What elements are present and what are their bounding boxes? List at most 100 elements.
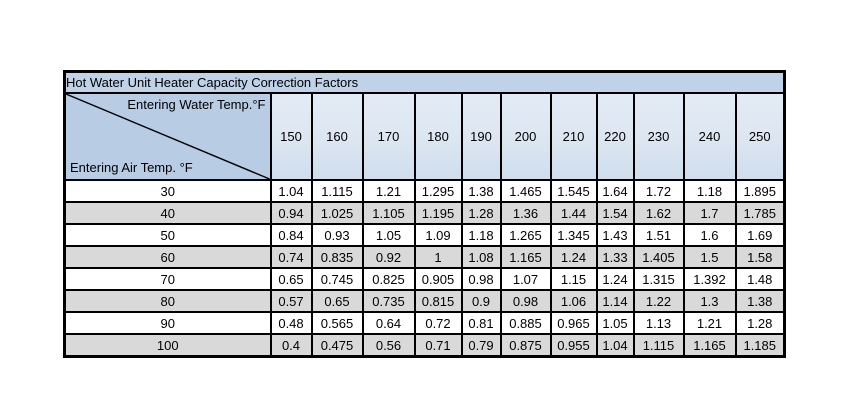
correction-factor-cell: 1.64 — [595, 179, 635, 203]
correction-factor-cell: 1.28 — [460, 201, 502, 225]
correction-factor-cell: 1.69 — [734, 223, 786, 247]
air-temp-label: 80 — [63, 289, 272, 313]
capacity-correction-table: Hot Water Unit Heater Capacity Correctio… — [63, 70, 786, 358]
air-temp-label: 70 — [63, 267, 272, 291]
correction-factor-cell: 1.48 — [734, 267, 786, 291]
correction-factor-cell: 0.93 — [310, 223, 364, 247]
correction-factor-cell: 0.4 — [269, 333, 313, 358]
corner-header-cell: Entering Water Temp.°F Entering Air Temp… — [63, 92, 272, 181]
correction-factor-cell: 0.94 — [269, 201, 313, 225]
entering-water-temp-label: Entering Water Temp.°F — [127, 97, 266, 112]
water-temp-header-160: 160 — [310, 92, 364, 181]
water-temp-header-180: 180 — [413, 92, 463, 181]
correction-factor-cell: 1.392 — [682, 267, 737, 291]
correction-factor-cell: 1.06 — [549, 289, 598, 313]
correction-factor-cell: 1.58 — [734, 245, 786, 269]
correction-factor-cell: 0.64 — [361, 311, 416, 335]
correction-factor-cell: 1.18 — [682, 179, 737, 203]
water-temp-header-240: 240 — [682, 92, 737, 181]
correction-factor-cell: 0.84 — [269, 223, 313, 247]
correction-factor-cell: 0.56 — [361, 333, 416, 358]
correction-factor-cell: 1.895 — [734, 179, 786, 203]
correction-factor-cell: 1.15 — [549, 267, 598, 291]
table-row-air-temp-30: 30 1.04 1.115 1.21 1.295 1.38 1.465 1.545 1.64 1.… — [63, 179, 786, 203]
correction-factor-cell: 1.3 — [682, 289, 737, 313]
correction-factor-cell: 0.835 — [310, 245, 364, 269]
water-temp-header-170: 170 — [361, 92, 416, 181]
correction-factor-cell: 1.545 — [549, 179, 598, 203]
correction-factor-cell: 1.44 — [549, 201, 598, 225]
correction-factor-cell: 0.965 — [549, 311, 598, 335]
correction-factor-cell: 1.24 — [549, 245, 598, 269]
table-row-air-temp-100: 100 0.4 0.475 0.56 0.71 0.79 0.875 0.955 1.04 1.1… — [63, 333, 786, 358]
correction-factor-cell: 0.815 — [413, 289, 463, 313]
correction-factor-cell: 0.735 — [361, 289, 416, 313]
correction-factor-cell: 1.51 — [632, 223, 685, 247]
table-row-air-temp-40: 40 0.94 1.025 1.105 1.195 1.28 1.36 1.44 1.54 1.6… — [63, 201, 786, 225]
correction-factor-cell: 0.72 — [413, 311, 463, 335]
correction-factor-cell: 1.265 — [499, 223, 552, 247]
air-temp-label: 90 — [63, 311, 272, 335]
correction-factor-cell: 1.18 — [460, 223, 502, 247]
correction-factor-cell: 1.04 — [269, 179, 313, 203]
correction-factor-cell: 1.54 — [595, 201, 635, 225]
table-row-air-temp-80: 80 0.57 0.65 0.735 0.815 0.9 0.98 1.06 1.14 1.22 1… — [63, 289, 786, 313]
correction-factor-cell: 0.48 — [269, 311, 313, 335]
correction-factor-cell: 1.165 — [682, 333, 737, 358]
correction-factor-cell: 1.165 — [499, 245, 552, 269]
correction-factor-cell: 1.115 — [632, 333, 685, 358]
correction-factor-cell: 0.745 — [310, 267, 364, 291]
correction-factor-cell: 0.79 — [460, 333, 502, 358]
table-row-air-temp-50: 50 0.84 0.93 1.05 1.09 1.18 1.265 1.345 1.43 1.51… — [63, 223, 786, 247]
correction-factor-cell: 1.315 — [632, 267, 685, 291]
water-temp-header-150: 150 — [269, 92, 313, 181]
correction-factor-cell: 1.04 — [595, 333, 635, 358]
correction-factor-cell: 1.465 — [499, 179, 552, 203]
correction-factor-cell: 0.875 — [499, 333, 552, 358]
correction-factor-cell: 1.72 — [632, 179, 685, 203]
correction-factor-cell: 1.7 — [682, 201, 737, 225]
correction-factor-cell: 1.33 — [595, 245, 635, 269]
correction-factor-cell: 0.71 — [413, 333, 463, 358]
correction-factor-cell: 1.62 — [632, 201, 685, 225]
correction-factor-cell: 1.43 — [595, 223, 635, 247]
air-temp-label: 50 — [63, 223, 272, 247]
correction-factor-cell: 1.405 — [632, 245, 685, 269]
table-row-air-temp-90: 90 0.48 0.565 0.64 0.72 0.81 0.885 0.965 1.05 1.1… — [63, 311, 786, 335]
correction-factor-cell: 1 — [413, 245, 463, 269]
header-row: Entering Water Temp.°F Entering Air Temp… — [63, 92, 786, 181]
correction-factor-cell: 1.21 — [682, 311, 737, 335]
correction-factor-cell: 1.36 — [499, 201, 552, 225]
water-temp-header-210: 210 — [549, 92, 598, 181]
correction-factor-cell: 0.905 — [413, 267, 463, 291]
correction-factor-cell: 0.57 — [269, 289, 313, 313]
correction-factor-cell: 0.825 — [361, 267, 416, 291]
table-row-air-temp-60: 60 0.74 0.835 0.92 1 1.08 1.165 1.24 1.33 1.405 1.… — [63, 245, 786, 269]
correction-factor-cell: 0.74 — [269, 245, 313, 269]
correction-factor-cell: 0.9 — [460, 289, 502, 313]
table-body: 30 1.04 1.115 1.21 1.295 1.38 1.465 1.545 1.64 1.… — [63, 179, 786, 358]
correction-factor-cell: 0.92 — [361, 245, 416, 269]
air-temp-label: 60 — [63, 245, 272, 269]
air-temp-label: 100 — [63, 333, 272, 358]
diagonal-divider-icon — [66, 94, 270, 179]
title-row: Hot Water Unit Heater Capacity Correctio… — [63, 70, 786, 94]
correction-factor-cell: 1.24 — [595, 267, 635, 291]
correction-factor-cell: 1.6 — [682, 223, 737, 247]
entering-air-temp-label: Entering Air Temp. °F — [70, 160, 193, 175]
correction-factor-cell: 0.565 — [310, 311, 364, 335]
correction-factor-cell: 0.885 — [499, 311, 552, 335]
correction-factor-cell: 1.38 — [460, 179, 502, 203]
correction-factor-cell: 1.5 — [682, 245, 737, 269]
correction-factor-cell: 0.955 — [549, 333, 598, 358]
correction-factor-cell: 0.98 — [499, 289, 552, 313]
correction-factor-cell: 1.08 — [460, 245, 502, 269]
water-temp-header-230: 230 — [632, 92, 685, 181]
water-temp-header-200: 200 — [499, 92, 552, 181]
correction-factor-cell: 0.475 — [310, 333, 364, 358]
correction-factor-cell: 1.025 — [310, 201, 364, 225]
correction-factor-cell: 1.195 — [413, 201, 463, 225]
correction-factor-cell: 1.295 — [413, 179, 463, 203]
correction-factor-cell: 1.105 — [361, 201, 416, 225]
